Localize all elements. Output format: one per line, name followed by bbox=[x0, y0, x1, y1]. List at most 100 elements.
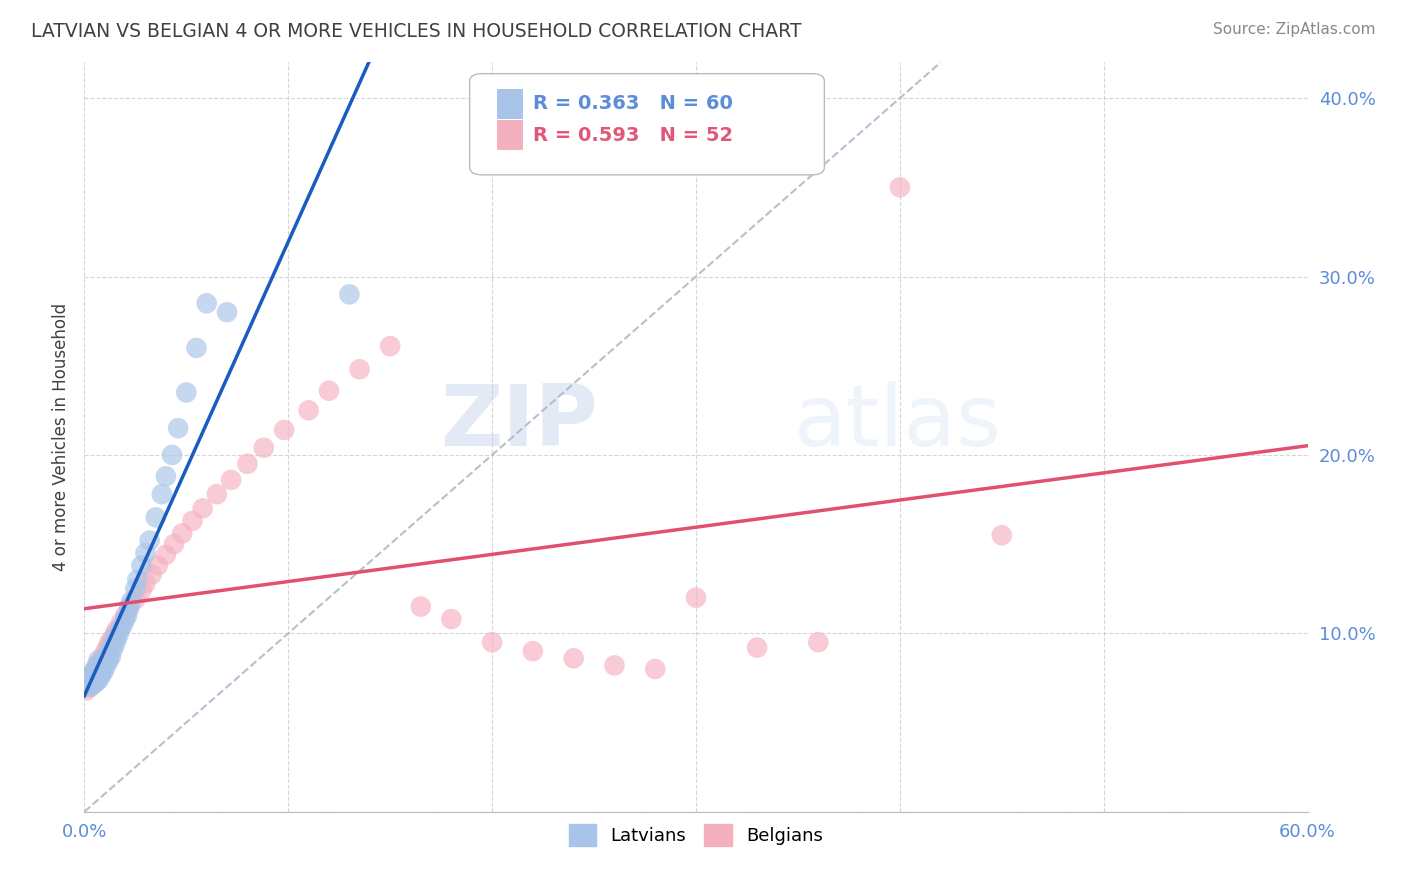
Point bbox=[77, 671, 100, 685]
Point bbox=[82, 674, 104, 689]
Point bbox=[97, 644, 120, 658]
Point bbox=[236, 457, 259, 471]
Point bbox=[83, 673, 105, 687]
Point bbox=[77, 680, 100, 694]
Point bbox=[101, 642, 124, 657]
Point bbox=[83, 669, 105, 683]
Point bbox=[100, 633, 122, 648]
Point bbox=[603, 658, 626, 673]
Text: Source: ZipAtlas.com: Source: ZipAtlas.com bbox=[1212, 22, 1375, 37]
Point bbox=[79, 673, 101, 687]
Point bbox=[155, 469, 177, 483]
Point bbox=[77, 676, 100, 690]
Point bbox=[219, 473, 242, 487]
Point bbox=[83, 676, 105, 690]
Point bbox=[124, 582, 146, 596]
FancyBboxPatch shape bbox=[496, 120, 523, 150]
Point bbox=[253, 441, 276, 455]
Point bbox=[481, 635, 503, 649]
Point bbox=[87, 667, 110, 681]
Point bbox=[115, 608, 138, 623]
Point bbox=[141, 567, 163, 582]
Point bbox=[108, 626, 131, 640]
Point bbox=[191, 501, 214, 516]
Point bbox=[273, 423, 295, 437]
Point bbox=[86, 658, 108, 673]
Point bbox=[82, 665, 104, 680]
Point bbox=[105, 632, 128, 646]
FancyBboxPatch shape bbox=[470, 74, 824, 175]
Point bbox=[86, 665, 108, 680]
Point bbox=[96, 642, 118, 657]
Point bbox=[114, 612, 136, 626]
Point bbox=[91, 651, 114, 665]
Text: atlas: atlas bbox=[794, 381, 1002, 464]
Point bbox=[160, 448, 183, 462]
Point bbox=[150, 487, 173, 501]
Point bbox=[174, 385, 197, 400]
Point bbox=[163, 537, 186, 551]
Point bbox=[181, 514, 204, 528]
Point bbox=[105, 623, 128, 637]
Point bbox=[90, 664, 112, 678]
Point bbox=[100, 639, 122, 653]
Point bbox=[135, 576, 157, 591]
Point bbox=[79, 674, 101, 689]
Point bbox=[644, 662, 666, 676]
Point bbox=[82, 671, 104, 685]
Point bbox=[93, 662, 115, 676]
Point bbox=[217, 305, 239, 319]
Point bbox=[93, 651, 115, 665]
Point bbox=[118, 601, 141, 615]
Point bbox=[807, 635, 830, 649]
Point bbox=[747, 640, 769, 655]
Point bbox=[380, 339, 402, 353]
Point bbox=[91, 665, 114, 680]
Point bbox=[87, 662, 110, 676]
Point bbox=[104, 626, 127, 640]
Point bbox=[146, 558, 169, 573]
Point bbox=[100, 649, 122, 664]
Point bbox=[87, 658, 110, 673]
Point bbox=[91, 658, 114, 673]
Point bbox=[104, 630, 127, 644]
Point bbox=[110, 615, 132, 630]
Point bbox=[195, 296, 218, 310]
Point bbox=[135, 546, 157, 560]
Point bbox=[86, 662, 108, 676]
Point bbox=[110, 621, 132, 635]
Point bbox=[93, 646, 115, 660]
Point bbox=[124, 592, 146, 607]
Point bbox=[118, 599, 141, 614]
Point bbox=[90, 655, 112, 669]
Point bbox=[127, 573, 149, 587]
Point bbox=[97, 637, 120, 651]
Point bbox=[339, 287, 361, 301]
Point bbox=[86, 669, 108, 683]
Point bbox=[167, 421, 190, 435]
Point bbox=[104, 637, 127, 651]
Point bbox=[145, 510, 167, 524]
Point bbox=[96, 657, 118, 671]
Point bbox=[440, 612, 463, 626]
Point bbox=[75, 683, 97, 698]
Point bbox=[83, 669, 105, 683]
Point bbox=[86, 674, 108, 689]
Point bbox=[172, 526, 194, 541]
Point bbox=[77, 676, 100, 690]
Point bbox=[131, 558, 153, 573]
Point bbox=[79, 669, 101, 683]
Point bbox=[97, 653, 120, 667]
Text: ZIP: ZIP bbox=[440, 381, 598, 464]
Point bbox=[90, 657, 112, 671]
Point bbox=[79, 669, 101, 683]
Point bbox=[349, 362, 371, 376]
Point bbox=[87, 673, 110, 687]
Text: R = 0.363   N = 60: R = 0.363 N = 60 bbox=[533, 95, 733, 113]
Point bbox=[522, 644, 544, 658]
Point bbox=[409, 599, 432, 614]
Point bbox=[889, 180, 911, 194]
Point bbox=[114, 608, 136, 623]
Point bbox=[112, 617, 135, 632]
Legend: Latvians, Belgians: Latvians, Belgians bbox=[560, 815, 832, 855]
